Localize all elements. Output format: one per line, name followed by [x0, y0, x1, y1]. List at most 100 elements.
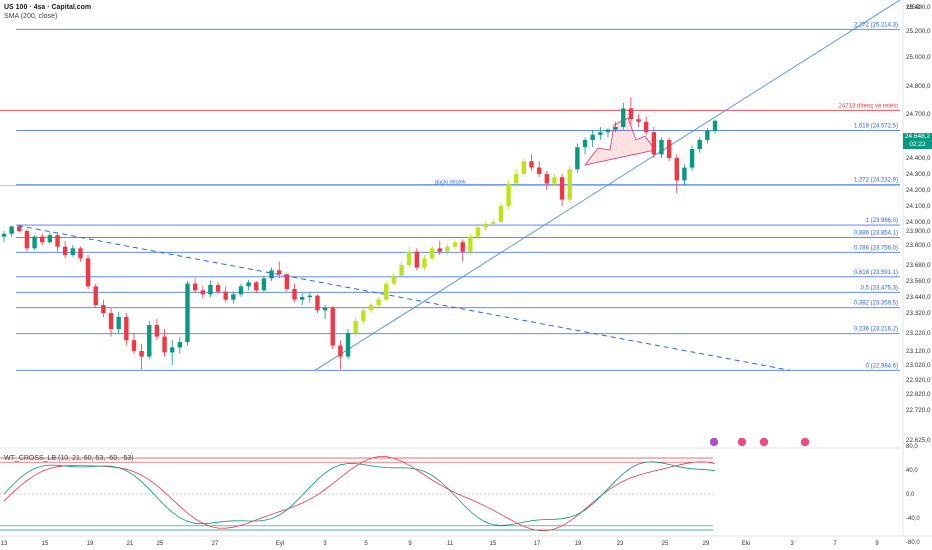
candle-body: [185, 283, 190, 342]
candle-body: [345, 333, 351, 357]
osc-tick-label: -40,0: [906, 516, 920, 522]
candle-body: [17, 226, 22, 231]
candle-body: [605, 129, 611, 133]
fib-level-label: 0,886 (23.854,1): [854, 230, 898, 236]
oscillator-title: WT_CROSS_LB (10, 21, 60, 53, -60, -53): [4, 455, 134, 462]
time-tick-label: 9: [875, 541, 879, 547]
candle-body: [254, 282, 259, 291]
event-icon: [737, 437, 747, 447]
candle-body: [544, 174, 550, 184]
candle-body: [674, 158, 679, 181]
time-tick-label: Eki: [742, 541, 750, 547]
candle-body: [169, 347, 175, 353]
fib-level-label: 1 (23.966,0): [866, 218, 898, 224]
price-tick-label: 24.700,0: [906, 111, 931, 118]
time-tick-label: 27: [212, 541, 219, 547]
candle-body: [437, 248, 442, 252]
candle-body: [55, 235, 60, 247]
candle-body: [24, 231, 30, 249]
candle-body: [368, 305, 374, 311]
price-tick-label: 25.400,0: [906, 4, 931, 11]
candle-body: [62, 246, 68, 255]
candle-body: [598, 132, 603, 135]
time-tick-label: 9: [408, 541, 412, 547]
candle-body: [406, 251, 412, 265]
chart-title: US 100 · 4sa · Capital.com: [4, 4, 92, 11]
candle-body: [514, 174, 519, 184]
fib-level-label: 0 (22.984,6): [866, 363, 898, 369]
candle-body: [498, 206, 504, 222]
event-icon: [759, 437, 769, 447]
price-tick-label: 23.800,0: [906, 242, 931, 249]
candle-body: [422, 258, 427, 268]
candle-body: [261, 278, 267, 291]
price-tick-label: 22.920,0: [906, 377, 931, 384]
candle-body: [361, 310, 366, 321]
candle-body: [246, 282, 251, 287]
candle-body: [9, 226, 14, 234]
price-tick-label: 25.200,0: [906, 28, 931, 35]
time-tick-label: 5: [364, 541, 368, 547]
price-tick-label: 23.120,0: [906, 348, 931, 355]
price-tick-label: 24.000,0: [906, 219, 931, 226]
candle-body: [322, 307, 328, 311]
time-tick-label: 25: [662, 541, 669, 547]
candle-body: [621, 108, 626, 127]
candle-body: [177, 342, 183, 348]
candle-body: [460, 242, 465, 252]
candle-body: [277, 270, 282, 275]
candle-body: [567, 169, 572, 200]
price-tick-label: 23.560,0: [906, 278, 931, 285]
candle-body: [208, 285, 213, 295]
osc-signal-line: [3, 456, 716, 531]
candle-body: [116, 317, 121, 329]
candle-body: [85, 258, 91, 287]
price-tick-label: 22.720,0: [906, 407, 931, 414]
candle-body: [162, 336, 167, 353]
candle-body: [307, 295, 313, 297]
candle-body: [521, 161, 527, 174]
candle-body: [40, 236, 45, 243]
time-tick-label: 3: [790, 541, 794, 547]
time-tick-label: 3: [323, 541, 327, 547]
candle-body: [636, 119, 641, 122]
candle-body: [483, 223, 488, 228]
candle-body: [659, 140, 664, 155]
time-tick-label: 23: [617, 541, 624, 547]
candle-body: [147, 325, 152, 357]
fib-level-label: 2,272 (25.214,3): [854, 22, 898, 28]
candle-body: [689, 149, 695, 168]
price-tick-label: 22.625,0: [906, 437, 931, 444]
fib-level-label: 1,272 (24.232,9): [854, 178, 898, 184]
candle-body: [682, 167, 687, 181]
time-tick-label: 7: [833, 541, 837, 547]
fib-level-label: 0,786 (23.756,0): [854, 245, 898, 251]
candle-body: [70, 248, 76, 255]
candle-body: [552, 177, 557, 184]
time-tick-label: 19: [575, 541, 582, 547]
countdown-tag: 02:22: [903, 141, 932, 149]
event-icon: [800, 437, 810, 447]
candle-body: [643, 121, 649, 133]
price-tick-label: 24.800,0: [906, 83, 931, 90]
candle-body: [651, 132, 657, 155]
candle-body: [582, 140, 588, 148]
price-tick-label: 23.220,0: [906, 330, 931, 337]
price-tick-label: 23.900,0: [906, 228, 931, 235]
candle-body: [666, 140, 672, 158]
osc-tick-label: -80,0: [906, 540, 920, 546]
candle-body: [292, 289, 297, 300]
candle-body: [231, 294, 236, 300]
osc-tick-label: 80,0: [906, 444, 918, 450]
candle-body: [429, 248, 435, 259]
candle-body: [338, 345, 343, 357]
candle-body: [200, 290, 205, 295]
downtrend-line: [17, 225, 791, 371]
uptrend-line: [314, 0, 901, 371]
candle-body: [223, 291, 228, 300]
price-tick-label: 23.680,0: [906, 262, 931, 269]
price-tick-label: 24.300,0: [906, 171, 931, 178]
candle-body: [475, 227, 481, 237]
price-tick-label: 25.000,0: [906, 54, 931, 61]
